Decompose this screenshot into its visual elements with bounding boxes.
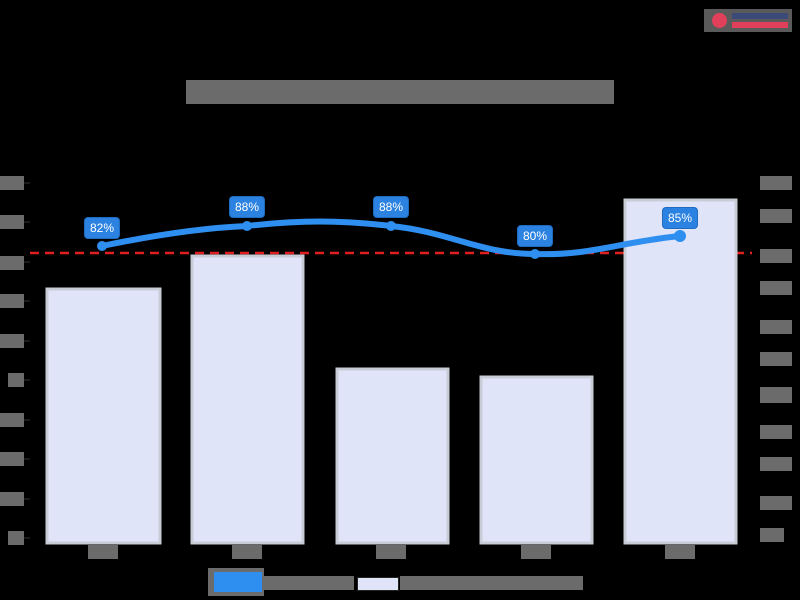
legend-bar-label	[400, 576, 583, 590]
bars	[45, 198, 738, 545]
point-label: 82%	[83, 217, 121, 239]
point-label: 85%	[661, 207, 699, 229]
bar	[45, 287, 162, 545]
legend-line-label	[264, 576, 354, 590]
left-axis-ticks	[22, 182, 30, 539]
bar	[190, 254, 305, 545]
chart-title	[186, 80, 614, 104]
logo-icon	[712, 13, 727, 28]
point-label: 88%	[228, 196, 266, 218]
logo-text-bottom	[732, 22, 788, 28]
point-label: 88%	[372, 196, 410, 218]
legend-bar-swatch	[357, 577, 399, 591]
line-points	[97, 221, 686, 259]
bar	[479, 375, 594, 545]
bar	[335, 367, 450, 545]
bar	[623, 198, 738, 545]
brand-logo	[704, 9, 792, 32]
logo-text-top	[732, 13, 788, 19]
point-label: 80%	[516, 225, 554, 247]
legend-line-swatch	[214, 572, 262, 592]
